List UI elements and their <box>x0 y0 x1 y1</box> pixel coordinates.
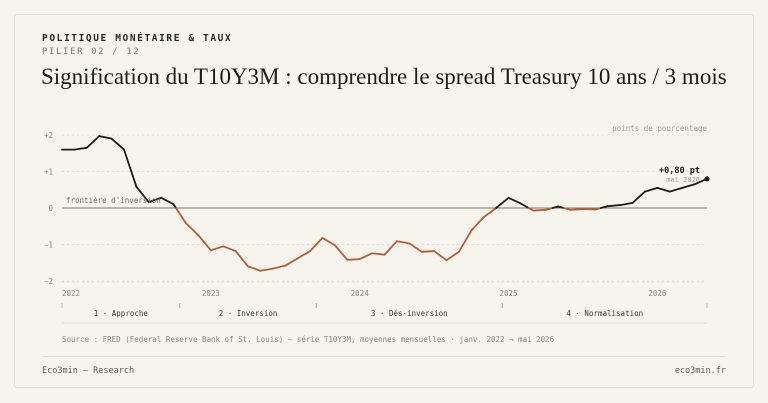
series-segment <box>160 196 175 206</box>
y-tick-label: 0 <box>48 204 53 213</box>
series-segment <box>445 250 460 262</box>
last-date-label: mai 2026 <box>666 176 700 184</box>
x-tick-label: 2023 <box>202 289 220 298</box>
series-segment <box>197 234 212 252</box>
x-tick-label: 2025 <box>500 289 518 298</box>
source-note: Source : FRED (Federal Reserve Bank of S… <box>62 335 555 344</box>
y-tick-label: −2 <box>44 277 53 286</box>
series-segment <box>396 240 411 245</box>
series-segment <box>495 196 510 209</box>
series-segment <box>599 205 609 209</box>
zero-line-label: frontière d'inversion <box>66 196 161 205</box>
series-segment <box>271 264 287 270</box>
y-tick-label: −1 <box>44 241 53 250</box>
x-tick-label: 2022 <box>62 289 80 298</box>
series-segment <box>222 245 237 252</box>
y-tick-label: +2 <box>44 131 53 140</box>
series-segment <box>247 265 262 272</box>
x-tick-label: 2024 <box>351 289 370 298</box>
footer-brand: Eco3min — Research <box>42 366 135 376</box>
series-segment <box>85 135 101 149</box>
series-segment <box>333 244 349 261</box>
phase-label: 3 · Dés-inversion <box>371 309 448 318</box>
series-segment <box>606 204 622 208</box>
series-segment <box>358 252 373 261</box>
series-segment <box>433 250 448 262</box>
series-segment <box>175 207 187 225</box>
series-segment <box>296 250 311 260</box>
page-title: Signification du T10Y3M : comprendre le … <box>41 64 727 89</box>
series-segment <box>507 196 522 205</box>
x-tick-label: 2026 <box>648 289 667 298</box>
series-segment <box>482 207 498 219</box>
series-segment <box>98 135 113 140</box>
last-value-label: +0,80 pt <box>659 166 700 176</box>
series-layer <box>61 135 710 272</box>
series-segment <box>383 240 398 256</box>
series-segment <box>321 237 336 247</box>
series-segment <box>619 201 634 206</box>
series-segment <box>520 202 530 209</box>
last-point <box>704 176 710 182</box>
y-tick-label: +1 <box>44 168 53 177</box>
series-segment <box>644 187 659 193</box>
phase-label: 2 · Inversion <box>219 309 278 318</box>
series-segment <box>147 196 163 204</box>
series-segment <box>557 205 565 209</box>
pillar-indicator: PILIER 02 / 12 <box>42 47 141 57</box>
series-segment <box>234 250 249 268</box>
series-segment <box>135 185 150 204</box>
series-segment <box>562 207 572 211</box>
chart-card <box>14 14 754 388</box>
series-segment <box>420 250 436 253</box>
series-segment <box>408 242 423 253</box>
series-segment <box>594 207 602 211</box>
series-segment <box>544 207 554 211</box>
series-segment <box>458 229 473 253</box>
series-segment <box>259 267 274 272</box>
series-segment <box>631 190 646 204</box>
series-segment <box>185 222 200 237</box>
series-segment <box>346 258 361 261</box>
series-segment <box>532 208 547 212</box>
footer-site: eco3min.fr <box>674 366 726 376</box>
series-segment <box>371 252 386 256</box>
series-segment <box>470 216 485 232</box>
series-segment <box>668 187 684 193</box>
series-segment <box>209 245 225 252</box>
label-layer: +2 +1 0 −1 −2 points de pourcentage frontière … <box>44 124 708 318</box>
grid-layer <box>61 134 708 324</box>
category-kicker: POLITIQUE MONÉTAIRE & TAUX <box>42 33 233 44</box>
series-segment <box>73 146 88 151</box>
series-segment <box>551 205 560 209</box>
series-segment <box>681 183 696 189</box>
series-segment <box>284 257 299 267</box>
phase-label: 4 · Normalisation <box>566 309 643 318</box>
series-segment <box>656 187 671 193</box>
series-segment <box>569 208 584 211</box>
y-unit-label: points de pourcentage <box>612 124 707 133</box>
footer-divider <box>42 356 726 357</box>
series-segment <box>309 237 324 252</box>
series-segment <box>123 148 138 188</box>
phase-label: 1 · Approche <box>94 309 149 318</box>
series-segment <box>110 137 125 151</box>
